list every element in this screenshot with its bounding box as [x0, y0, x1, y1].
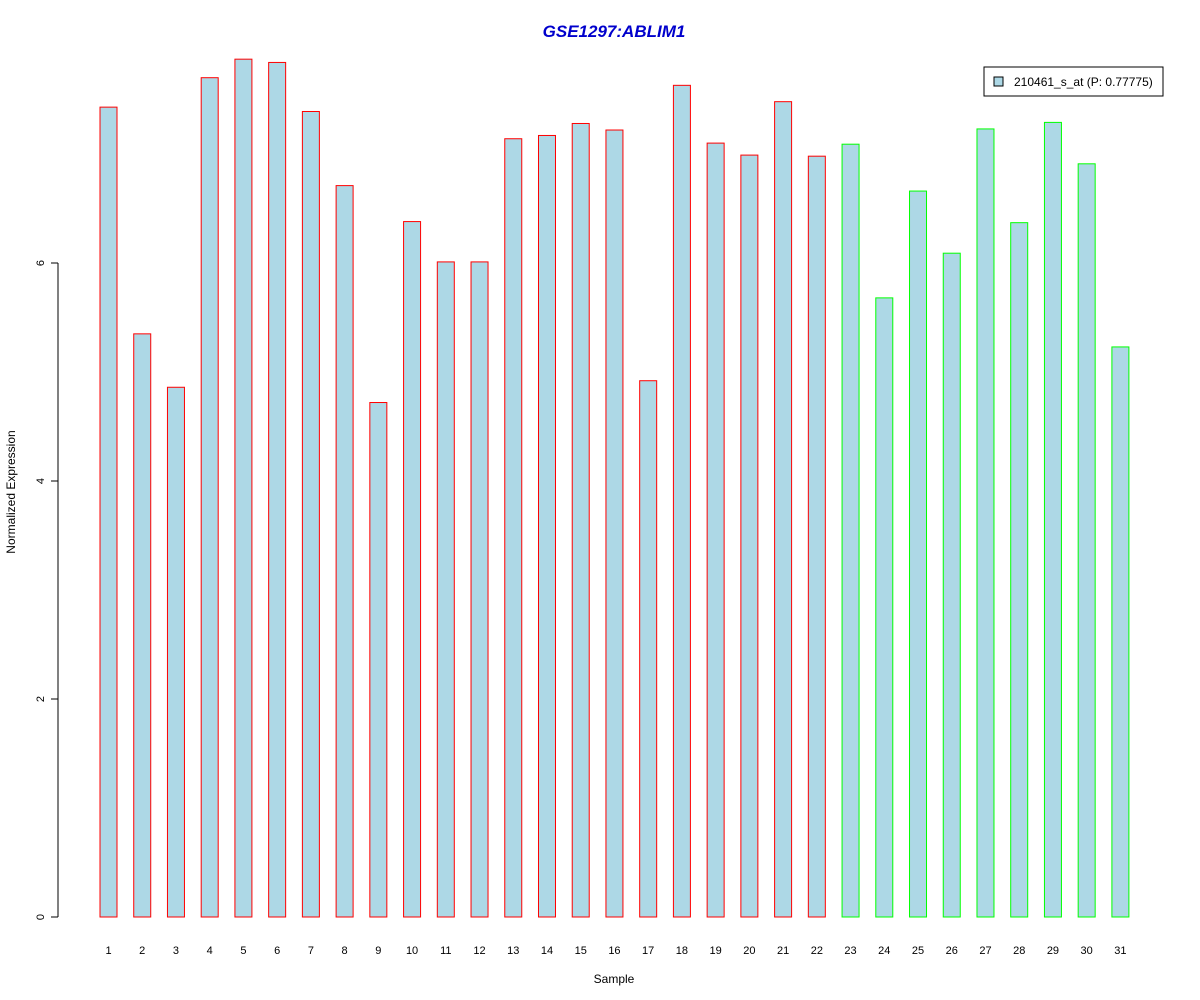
x-tick-label: 12 — [473, 945, 485, 957]
x-tick-label: 20 — [743, 945, 755, 957]
bar-sample-12 — [470, 261, 489, 918]
bar-sample-25 — [909, 190, 928, 918]
x-tick-label: 28 — [1013, 945, 1025, 957]
bar-sample-4 — [200, 77, 219, 918]
x-tick-labels: 1 2 3 4 5 6 7 8 9 10 11 12 13 14 15 16 17 18 19 20 21 22 23 24 2… — [105, 945, 1126, 957]
legend-label: 210461_s_at (P: 0.77775) — [1014, 75, 1153, 89]
x-tick-label: 16 — [608, 945, 620, 957]
bar-sample-17 — [639, 380, 658, 918]
x-axis-label: Sample — [594, 972, 635, 986]
bar-sample-5 — [234, 58, 253, 918]
x-tick-label: 19 — [710, 945, 722, 957]
bar-sample-26 — [942, 252, 961, 918]
bar-sample-2 — [133, 333, 152, 918]
bar-sample-18 — [672, 84, 691, 918]
chart-title: GSE1297:ABLIM1 — [543, 22, 686, 41]
bar-sample-30 — [1077, 163, 1096, 918]
x-tick-label: 4 — [207, 945, 213, 957]
x-tick-label: 5 — [240, 945, 246, 957]
x-tick-label: 2 — [139, 945, 145, 957]
x-tick-label: 22 — [811, 945, 823, 957]
bar-sample-7 — [301, 110, 320, 918]
bar-sample-22 — [807, 155, 826, 918]
x-tick-label: 29 — [1047, 945, 1059, 957]
bar-sample-8 — [335, 185, 354, 918]
bar-sample-13 — [504, 138, 523, 918]
x-tick-label: 24 — [878, 945, 890, 957]
bar-sample-14 — [537, 134, 556, 918]
x-tick-label: 11 — [440, 945, 451, 957]
bar-sample-27 — [976, 128, 995, 918]
y-axis: 0 2 4 6 — [35, 260, 59, 920]
y-tick-label: 6 — [35, 260, 47, 266]
x-tick-label: 7 — [308, 945, 314, 957]
bar-sample-24 — [875, 297, 894, 918]
bar-sample-1 — [99, 106, 118, 918]
bar-sample-29 — [1043, 121, 1062, 918]
y-tick-label: 0 — [35, 914, 47, 920]
x-tick-label: 30 — [1081, 945, 1093, 957]
y-tick-label: 4 — [35, 478, 47, 484]
x-tick-label: 10 — [406, 945, 418, 957]
x-tick-label: 8 — [342, 945, 348, 957]
x-tick-label: 15 — [575, 945, 587, 957]
x-tick-label: 23 — [844, 945, 856, 957]
x-tick-label: 1 — [105, 945, 111, 957]
y-tick-label: 2 — [35, 696, 47, 702]
bar-sample-31 — [1111, 346, 1130, 918]
bars-group — [99, 58, 1130, 918]
legend: 210461_s_at (P: 0.77775) — [983, 66, 1164, 97]
x-tick-label: 13 — [507, 945, 519, 957]
x-tick-label: 14 — [541, 945, 553, 957]
bar-sample-19 — [706, 142, 725, 918]
x-tick-label: 27 — [979, 945, 991, 957]
bar-sample-10 — [403, 221, 422, 918]
bar-sample-23 — [841, 143, 860, 918]
bar-sample-16 — [605, 129, 624, 918]
x-tick-label: 17 — [642, 945, 654, 957]
legend-swatch — [993, 76, 1004, 87]
x-tick-label: 25 — [912, 945, 924, 957]
bar-sample-20 — [740, 154, 759, 918]
x-tick-label: 26 — [946, 945, 958, 957]
x-tick-label: 18 — [676, 945, 688, 957]
bar-sample-11 — [436, 261, 455, 918]
x-tick-label: 21 — [777, 945, 789, 957]
bar-sample-3 — [166, 386, 185, 918]
x-tick-label: 31 — [1114, 945, 1126, 957]
bar-sample-15 — [571, 122, 590, 918]
legend-box — [983, 66, 1164, 97]
bar-sample-6 — [268, 61, 287, 918]
x-tick-label: 6 — [274, 945, 280, 957]
y-axis-label: Normalized Expression — [4, 430, 18, 553]
bar-sample-28 — [1010, 222, 1029, 918]
bar-sample-21 — [774, 101, 793, 918]
bar-sample-9 — [369, 402, 388, 918]
x-tick-label: 9 — [375, 945, 381, 957]
x-tick-label: 3 — [173, 945, 179, 957]
